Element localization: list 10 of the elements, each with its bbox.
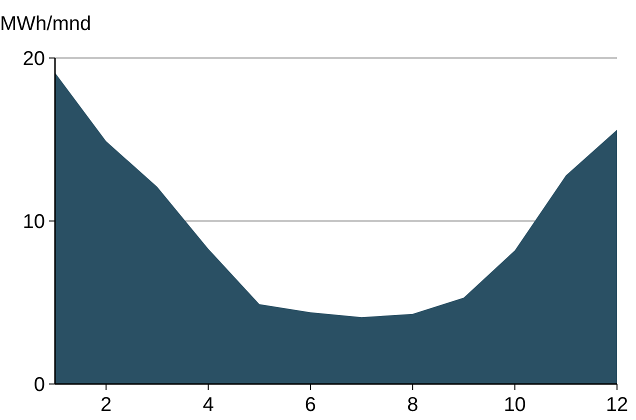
x-tick-label: 8	[407, 394, 418, 416]
x-tick-label: 2	[100, 394, 112, 416]
x-tick-label: 6	[304, 394, 316, 416]
y-tick-label: 10	[22, 211, 45, 233]
x-tick-label: 12	[606, 394, 628, 416]
y-tick-label: 20	[22, 48, 45, 70]
y-axis-title: MWh/mnd	[0, 13, 92, 35]
y-tick-label: 0	[34, 374, 45, 396]
x-tick-label: 10	[504, 394, 526, 416]
x-tick-label: 4	[202, 394, 214, 416]
